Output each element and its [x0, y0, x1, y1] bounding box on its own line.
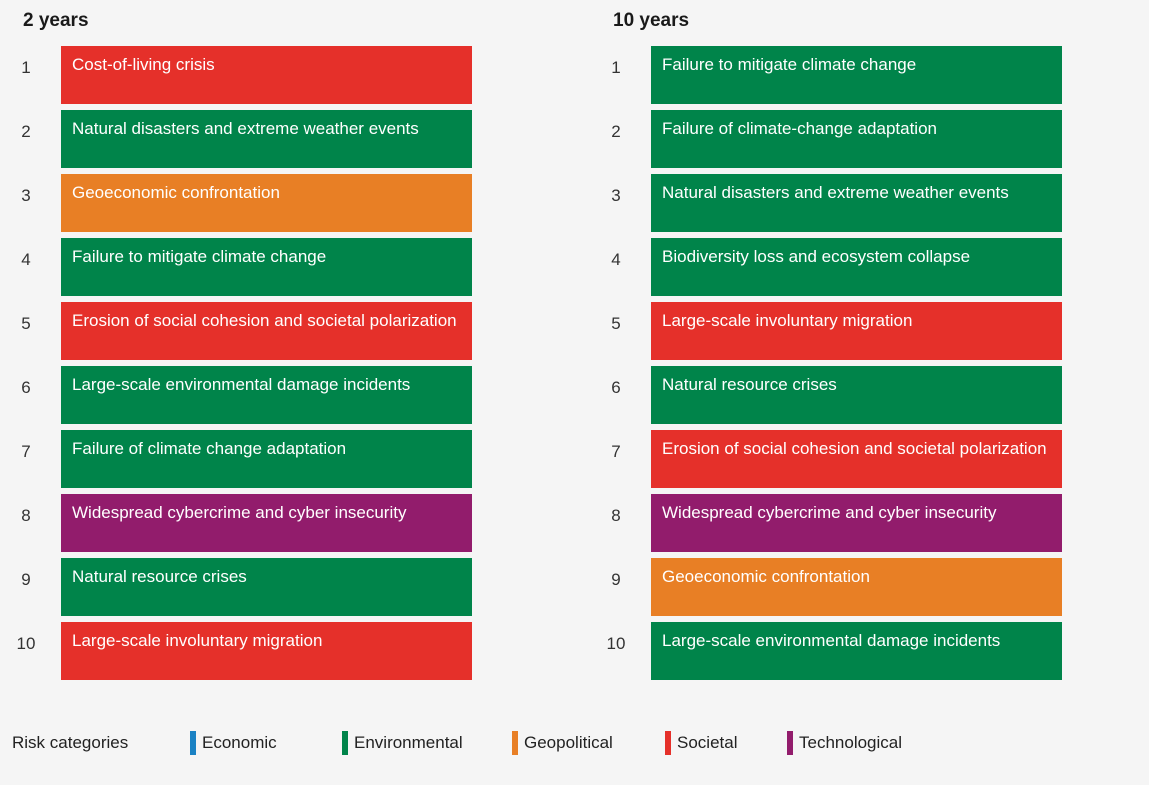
risk-label: Biodiversity loss and ecosystem collapse: [651, 238, 1062, 296]
risk-label: Large-scale involuntary migration: [61, 622, 472, 680]
risk-label: Natural disasters and extreme weather ev…: [651, 174, 1062, 232]
legend: Risk categories Economic Environmental G…: [12, 730, 1132, 756]
risk-label: Large-scale involuntary migration: [651, 302, 1062, 360]
risk-row: 2 Failure of climate-change adaptation: [611, 110, 1073, 168]
column-title: 10 years: [613, 10, 690, 31]
risk-row: 3 Geoeconomic confrontation: [21, 174, 483, 232]
risk-rank: 4: [611, 250, 621, 269]
risk-rank: 2: [611, 122, 621, 141]
risk-row: 7 Failure of climate change adaptation: [21, 430, 483, 488]
risk-row: 6 Large-scale environmental damage incide…: [21, 366, 483, 424]
risk-row: 7 Erosion of social cohesion and societal…: [611, 430, 1073, 488]
risk-rank: 5: [21, 314, 31, 333]
risk-label: Erosion of social cohesion and societal …: [651, 430, 1062, 488]
legend-swatch: [512, 731, 518, 755]
risk-rank: 3: [611, 186, 621, 205]
risk-rank: 9: [611, 570, 621, 589]
risk-rank: 8: [611, 506, 621, 525]
risk-rank: 7: [21, 442, 31, 461]
risk-label: Erosion of social cohesion and societal …: [61, 302, 472, 360]
risk-list: 1 Failure to mitigate climate change 2 Fail…: [607, 46, 1073, 680]
risk-rank: 10: [16, 634, 36, 653]
risk-rank: 9: [21, 570, 31, 589]
risk-row: 9 Geoeconomic confrontation: [611, 558, 1073, 616]
risk-row: 10 Large-scale involuntary migration: [17, 622, 483, 680]
risk-rank: 6: [611, 378, 621, 397]
risk-rank: 10: [606, 634, 626, 653]
risk-rank: 2: [21, 122, 31, 141]
legend-label: Environmental: [354, 733, 463, 752]
legend-title: Risk categories: [12, 733, 129, 752]
risk-label: Large-scale environmental damage inciden…: [61, 366, 472, 424]
legend-swatch: [342, 731, 348, 755]
risk-row: 1 Failure to mitigate climate change: [611, 46, 1073, 104]
risk-rank: 3: [21, 186, 31, 205]
risk-rank: 5: [611, 314, 621, 333]
column-title: 2 years: [23, 10, 89, 31]
risk-label: Natural resource crises: [651, 366, 1062, 424]
column-10-years: 10 years 1 Failure to mitigate climate ch…: [607, 10, 1073, 686]
risk-rank: 7: [611, 442, 621, 461]
legend-swatch: [190, 731, 196, 755]
risk-label: Natural disasters and extreme weather ev…: [61, 110, 472, 168]
legend-label: Societal: [677, 733, 738, 752]
risk-label: Failure of climate-change adaptation: [651, 110, 1062, 168]
legend-swatch: [787, 731, 793, 755]
risk-rank: 1: [21, 58, 31, 77]
risk-rank: 6: [21, 378, 31, 397]
risk-row: 8 Widespread cybercrime and cyber insecur…: [21, 494, 483, 552]
risk-row: 10 Large-scale environmental damage incid…: [607, 622, 1073, 680]
risk-list: 1 Cost-of-living crisis 2 Natural disasters…: [17, 46, 483, 680]
risk-row: 1 Cost-of-living crisis: [21, 46, 483, 104]
legend-label: Geopolitical: [524, 733, 613, 752]
risk-rank: 8: [21, 506, 31, 525]
risk-label: Failure to mitigate climate change: [651, 46, 1062, 104]
risk-row: 3 Natural disasters and extreme weather e…: [611, 174, 1073, 232]
legend-swatch: [665, 731, 671, 755]
risk-label: Failure of climate change adaptation: [61, 430, 472, 488]
legend-label: Technological: [799, 733, 903, 752]
column-2-years: 2 years 1 Cost-of-living crisis 2 Natural d…: [17, 10, 483, 686]
risk-row: 5 Large-scale involuntary migration: [611, 302, 1073, 360]
risk-row: 4 Biodiversity loss and ecosystem collaps…: [611, 238, 1073, 296]
risk-row: 5 Erosion of social cohesion and societal…: [21, 302, 483, 360]
risk-row: 6 Natural resource crises: [611, 366, 1073, 424]
risk-rank: 1: [611, 58, 621, 77]
risk-label: Large-scale environmental damage inciden…: [651, 622, 1062, 680]
risk-row: 8 Widespread cybercrime and cyber insecur…: [611, 494, 1073, 552]
risk-rank: 4: [21, 250, 31, 269]
risk-label: Widespread cybercrime and cyber insecuri…: [651, 494, 1062, 552]
risk-row: 2 Natural disasters and extreme weather e…: [21, 110, 483, 168]
risk-label: Geoeconomic confrontation: [61, 174, 472, 232]
risk-label: Widespread cybercrime and cyber insecuri…: [61, 494, 472, 552]
risk-label: Geoeconomic confrontation: [651, 558, 1062, 616]
risk-label: Cost-of-living crisis: [61, 46, 472, 104]
risk-label: Failure to mitigate climate change: [61, 238, 472, 296]
risk-row: 9 Natural resource crises: [21, 558, 483, 616]
risk-row: 4 Failure to mitigate climate change: [21, 238, 483, 296]
legend-label: Economic: [202, 733, 277, 752]
risk-label: Natural resource crises: [61, 558, 472, 616]
